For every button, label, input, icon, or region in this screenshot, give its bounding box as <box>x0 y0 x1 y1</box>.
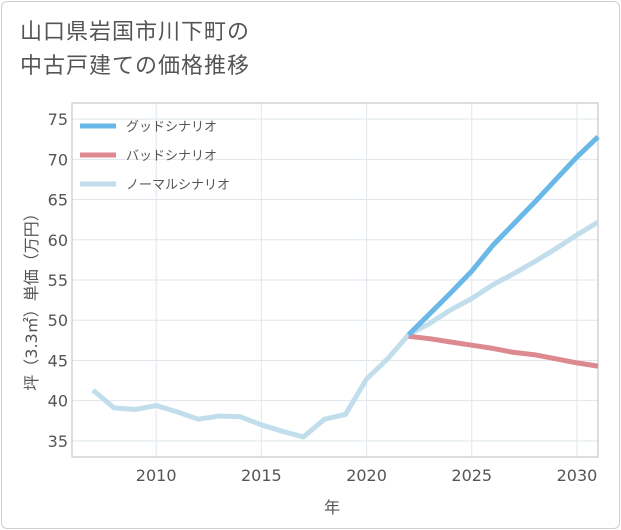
y-tick-label: 75 <box>48 110 68 129</box>
x-tick-label: 2015 <box>241 466 282 485</box>
series-line-1 <box>408 333 599 369</box>
legend-label-0: グッドシナリオ <box>126 120 217 135</box>
chart-title-line-2: 中古戸建ての価格推移 <box>20 54 251 79</box>
y-tick-label: 65 <box>48 191 68 210</box>
y-tick-label: 70 <box>48 150 68 169</box>
y-axis-ticks: 35 40 45 50 55 60 65 70 75 <box>48 110 68 451</box>
legend-label-1: バッドシナリオ <box>126 149 217 164</box>
x-tick-label: 2025 <box>451 466 492 485</box>
chart-title-line-1: 山口県岩国市川下町の <box>20 20 251 45</box>
y-tick-label: 45 <box>48 351 68 370</box>
y-tick-label: 40 <box>48 392 68 411</box>
grid <box>72 103 598 457</box>
x-axis-label: 年 <box>324 498 340 517</box>
y-axis-label: 坪（3.3㎡）単価（万円） <box>22 205 41 390</box>
chart-title: 山口県岩国市川下町の 中古戸建ての価格推移 <box>20 16 250 84</box>
x-axis-ticks: 2010 2015 2020 2025 2030 <box>136 466 598 485</box>
series-line-2 <box>91 219 600 440</box>
series-lines <box>91 134 600 440</box>
x-tick-label: 2030 <box>557 466 598 485</box>
y-tick-label: 35 <box>48 432 68 451</box>
x-tick-label: 2020 <box>346 466 387 485</box>
y-tick-label: 55 <box>48 271 68 290</box>
y-tick-label: 60 <box>48 231 68 250</box>
y-tick-label: 50 <box>48 311 68 330</box>
plot-area <box>71 102 599 458</box>
legend-label-2: ノーマルシナリオ <box>126 178 230 193</box>
series-line-0 <box>406 134 600 337</box>
x-tick-label: 2010 <box>136 466 177 485</box>
